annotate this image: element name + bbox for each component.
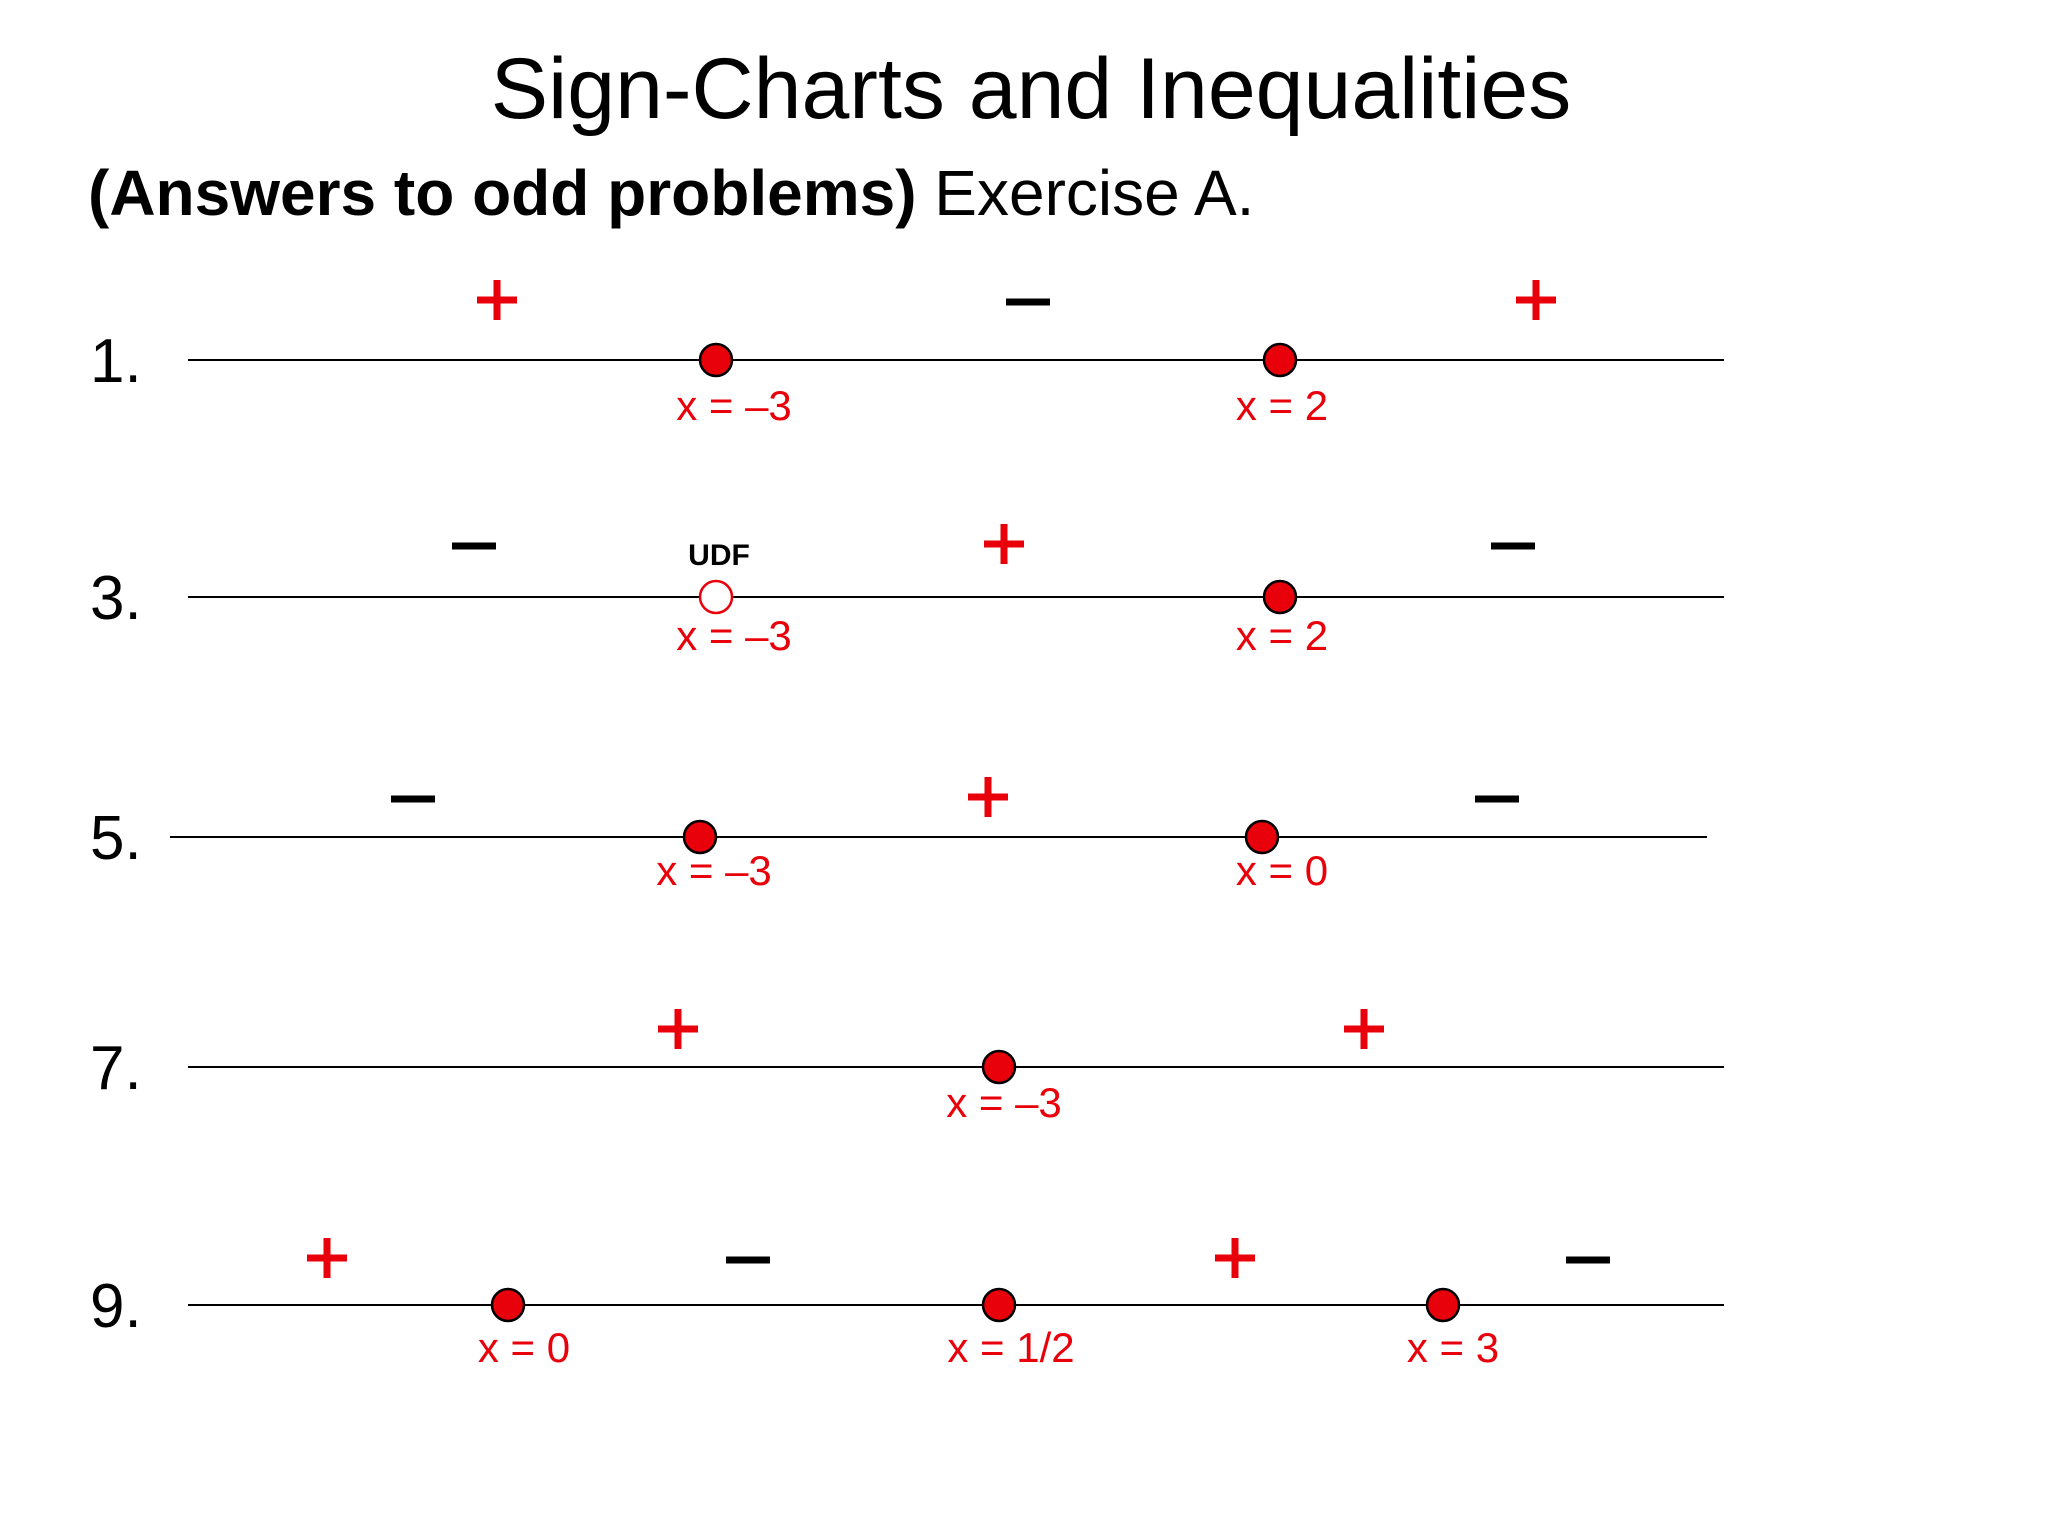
- plus-sign: [1516, 280, 1556, 320]
- slide-subtitle: (Answers to odd problems) Exercise A.: [88, 156, 1254, 230]
- plus-sign: [968, 777, 1008, 817]
- problem-number: 1.: [90, 327, 142, 396]
- point-label: x = –3: [656, 847, 772, 894]
- root-point-marker: [981, 1287, 1017, 1323]
- plus-sign: [1344, 1009, 1384, 1049]
- plus-sign: [307, 1238, 347, 1278]
- root-point-marker: [682, 819, 718, 855]
- plus-sign: [1215, 1238, 1255, 1278]
- subtitle-bold: (Answers to odd problems): [88, 157, 917, 229]
- udf-label: UDF: [688, 539, 750, 572]
- plus-sign: [658, 1009, 698, 1049]
- root-point-marker: [698, 342, 734, 378]
- root-point-marker: [490, 1287, 526, 1323]
- root-point-marker: [1425, 1287, 1461, 1323]
- point-label: x = 0: [478, 1324, 570, 1371]
- root-point-marker: [981, 1049, 1017, 1085]
- problem-number: 3.: [90, 564, 142, 633]
- undefined-point-marker: [698, 579, 734, 615]
- plus-sign: [477, 280, 517, 320]
- problem-number: 9.: [90, 1272, 142, 1341]
- problem-number: 7.: [90, 1034, 142, 1103]
- point-label: x = 1/2: [947, 1324, 1074, 1371]
- slide-title: Sign-Charts and Inequalities: [490, 41, 1572, 137]
- point-label: x = –3: [676, 612, 792, 659]
- root-point-marker: [1244, 819, 1280, 855]
- point-label: x = 3: [1407, 1324, 1499, 1371]
- root-point-marker: [1262, 342, 1298, 378]
- point-label: x = –3: [676, 382, 792, 429]
- subtitle-rest: Exercise A.: [916, 157, 1255, 229]
- problem-number: 5.: [90, 804, 142, 873]
- point-label: x = 2: [1236, 382, 1328, 429]
- point-label: x = –3: [946, 1079, 1062, 1126]
- point-label: x = 0: [1236, 847, 1328, 894]
- root-point-marker: [1262, 579, 1298, 615]
- plus-sign: [984, 524, 1024, 564]
- point-label: x = 2: [1236, 612, 1328, 659]
